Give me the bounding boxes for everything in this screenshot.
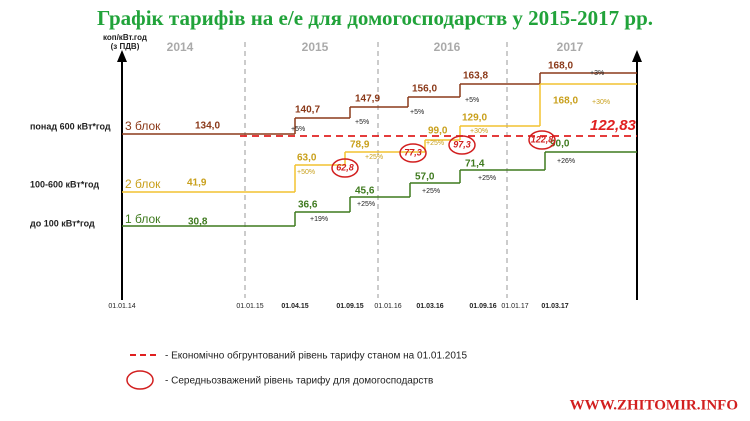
arrow <box>632 50 642 62</box>
year-label: 2015 <box>302 40 329 54</box>
arrow <box>117 50 127 62</box>
legend-text: - Економічно обгрунтований рівень тарифу… <box>165 350 467 362</box>
legend-text: - Середньозважений рівень тарифу для дом… <box>165 375 433 387</box>
x-tick-label: 01.01.17 <box>501 303 528 310</box>
change-label: +25% <box>478 175 496 182</box>
change-label: +26% <box>557 158 575 165</box>
legend-ellipse <box>126 370 154 390</box>
value-label: 140,7 <box>295 105 320 116</box>
x-tick-label: 01.09.16 <box>469 303 496 310</box>
average-marker <box>331 158 359 178</box>
average-label: 62,8 <box>336 162 354 172</box>
change-label: +25% <box>422 188 440 195</box>
value-label: 168,0 <box>548 61 573 72</box>
series-name: 2 блок <box>125 177 161 191</box>
change-label: +30% <box>592 99 610 106</box>
x-tick-label: 01.03.16 <box>416 303 443 310</box>
x-tick-label: 01.01.14 <box>108 303 135 310</box>
value-label: 30,8 <box>188 217 208 228</box>
value-label: 90,0 <box>550 139 570 150</box>
year-label: 2016 <box>434 40 461 54</box>
tier-label: понад 600 кВт*год <box>30 121 111 131</box>
series-name: 1 блок <box>125 212 161 226</box>
x-tick-label: 01.04.15 <box>281 303 308 310</box>
average-marker <box>448 135 476 155</box>
x-tick-label: 01.09.15 <box>336 303 363 310</box>
y-label: (з ПДВ) <box>111 42 140 51</box>
value-label: 57,0 <box>415 172 435 183</box>
average-marker <box>399 143 427 163</box>
average-label: 122,8 <box>531 134 554 144</box>
average-label: 97,3 <box>453 139 471 149</box>
value-label: 36,6 <box>298 200 318 211</box>
x-tick-label: 01.03.17 <box>541 303 568 310</box>
value-label: 129,0 <box>462 113 487 124</box>
tier-label: до 100 кВт*год <box>30 218 95 228</box>
change-label: +50% <box>297 169 315 176</box>
economic-level-label: 122,83 <box>590 117 637 134</box>
average-marker <box>528 130 556 150</box>
value-label: 156,0 <box>412 84 437 95</box>
average-label: 77,3 <box>404 147 422 157</box>
value-label: 45,6 <box>355 186 375 197</box>
series-name: 3 блок <box>125 119 161 133</box>
change-label: +25% <box>365 154 383 161</box>
change-label: +5% <box>355 119 369 126</box>
change-label: +5% <box>410 109 424 116</box>
year-label: 2017 <box>557 40 584 54</box>
change-label: +19% <box>310 216 328 223</box>
value-label: 99,0 <box>428 126 448 137</box>
value-label: 78,9 <box>350 140 370 151</box>
value-label: 134,0 <box>195 121 220 132</box>
tier-label: 100-600 кВт*год <box>30 179 99 189</box>
value-label: 168,0 <box>553 96 578 107</box>
x-tick-label: 01.01.16 <box>374 303 401 310</box>
value-label: 71,4 <box>465 159 485 170</box>
chart-title: Графік тарифів на е/е для домогосподарст… <box>97 6 653 30</box>
y-label: коп/кВт.год <box>103 33 147 42</box>
value-label: 63,0 <box>297 153 317 164</box>
year-label: 2014 <box>167 40 194 54</box>
change-label: +25% <box>357 201 375 208</box>
value-label: 163,8 <box>463 71 488 82</box>
change-label: +5% <box>291 126 305 133</box>
value-label: 147,9 <box>355 94 380 105</box>
value-label: 41,9 <box>187 178 207 189</box>
change-label: +5% <box>465 97 479 104</box>
change-label: +25% <box>426 140 444 147</box>
change-label: +30% <box>470 128 488 135</box>
watermark: WWW.ZHITOMIR.INFO <box>570 397 738 413</box>
change-label: +3% <box>590 70 604 77</box>
x-tick-label: 01.01.15 <box>236 303 263 310</box>
